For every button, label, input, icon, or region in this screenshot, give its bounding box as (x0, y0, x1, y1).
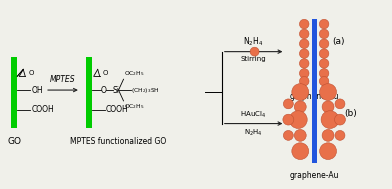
Circle shape (334, 114, 345, 125)
Text: GO: GO (7, 137, 21, 146)
Text: HAuCl$_4$: HAuCl$_4$ (240, 109, 267, 120)
Bar (312, 19, 317, 84)
Circle shape (321, 111, 339, 129)
Circle shape (299, 59, 309, 68)
Circle shape (335, 130, 345, 140)
Text: (b): (b) (344, 109, 357, 118)
Circle shape (299, 69, 309, 78)
Text: O: O (28, 70, 34, 76)
Circle shape (292, 84, 309, 100)
Circle shape (250, 47, 259, 56)
Circle shape (322, 129, 334, 141)
Text: COOH: COOH (31, 105, 54, 114)
Circle shape (319, 143, 336, 160)
Circle shape (319, 69, 329, 78)
Circle shape (283, 130, 293, 140)
Text: (CH$_2$)$_3$SH: (CH$_2$)$_3$SH (131, 86, 160, 94)
Circle shape (294, 101, 306, 113)
Circle shape (322, 101, 334, 113)
Text: O: O (101, 86, 107, 94)
Circle shape (283, 114, 294, 125)
Bar (11, 57, 17, 128)
Text: COOH: COOH (106, 105, 129, 114)
Circle shape (292, 143, 309, 160)
Circle shape (319, 77, 329, 86)
Text: N$_2$H$_4$: N$_2$H$_4$ (244, 128, 263, 138)
Circle shape (319, 59, 329, 68)
Text: graphene-Au: graphene-Au (289, 92, 339, 101)
Text: OH: OH (31, 86, 43, 94)
Circle shape (319, 29, 329, 39)
Circle shape (319, 19, 329, 29)
Text: graphene-Au: graphene-Au (289, 171, 339, 180)
Circle shape (299, 19, 309, 29)
Circle shape (335, 99, 345, 109)
Circle shape (299, 77, 309, 86)
Circle shape (319, 84, 336, 100)
Text: Stirring: Stirring (241, 56, 267, 62)
Circle shape (319, 49, 329, 58)
Circle shape (299, 49, 309, 58)
Circle shape (299, 39, 309, 49)
Text: OC$_2$H$_5$: OC$_2$H$_5$ (123, 69, 144, 78)
Circle shape (289, 111, 307, 129)
Text: MPTES: MPTES (50, 75, 76, 84)
Circle shape (283, 99, 293, 109)
Text: N$_2$H$_4$: N$_2$H$_4$ (243, 35, 264, 48)
Text: Si: Si (113, 86, 120, 94)
Text: OC$_2$H$_5$: OC$_2$H$_5$ (123, 102, 144, 111)
Bar (312, 84, 317, 163)
Text: MPTES functionalized GO: MPTES functionalized GO (71, 137, 167, 146)
Circle shape (299, 29, 309, 39)
Circle shape (319, 39, 329, 49)
Text: O: O (103, 70, 108, 76)
Circle shape (294, 129, 306, 141)
Text: (a): (a) (332, 37, 345, 46)
Bar (86, 57, 92, 128)
